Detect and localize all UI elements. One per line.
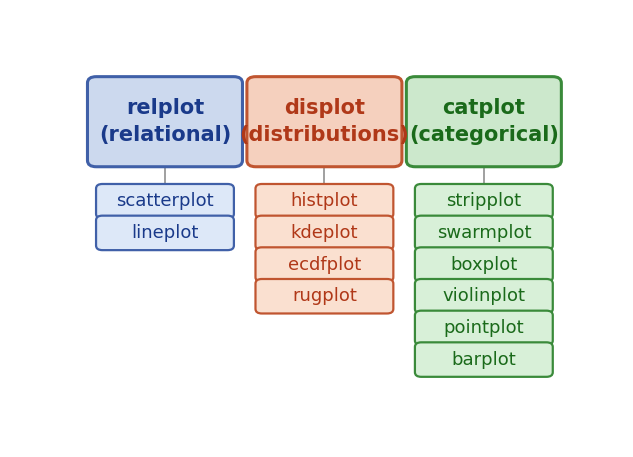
Text: swarmplot: swarmplot [437,224,531,242]
Text: scatterplot: scatterplot [116,192,214,210]
Text: ecdfplot: ecdfplot [288,255,361,274]
FancyBboxPatch shape [256,247,393,282]
Text: relplot
(relational): relplot (relational) [99,99,231,145]
FancyBboxPatch shape [256,184,393,218]
FancyBboxPatch shape [415,247,553,282]
Text: catplot
(categorical): catplot (categorical) [409,99,559,145]
FancyBboxPatch shape [415,342,553,377]
Text: stripplot: stripplot [446,192,522,210]
Text: boxplot: boxplot [450,255,517,274]
FancyBboxPatch shape [256,216,393,250]
FancyBboxPatch shape [415,184,553,218]
FancyBboxPatch shape [256,279,393,314]
FancyBboxPatch shape [415,279,553,314]
FancyBboxPatch shape [87,77,242,167]
Text: rugplot: rugplot [292,287,357,305]
FancyBboxPatch shape [96,216,234,250]
Text: barplot: barplot [451,351,517,369]
Text: pointplot: pointplot [444,319,524,337]
FancyBboxPatch shape [415,311,553,345]
Text: displot
(distributions): displot (distributions) [239,99,410,145]
Text: histplot: histplot [291,192,358,210]
Text: lineplot: lineplot [131,224,199,242]
Text: kdeplot: kdeplot [291,224,358,242]
FancyBboxPatch shape [415,216,553,250]
FancyBboxPatch shape [96,184,234,218]
FancyBboxPatch shape [247,77,402,167]
Text: violinplot: violinplot [442,287,525,305]
FancyBboxPatch shape [406,77,561,167]
